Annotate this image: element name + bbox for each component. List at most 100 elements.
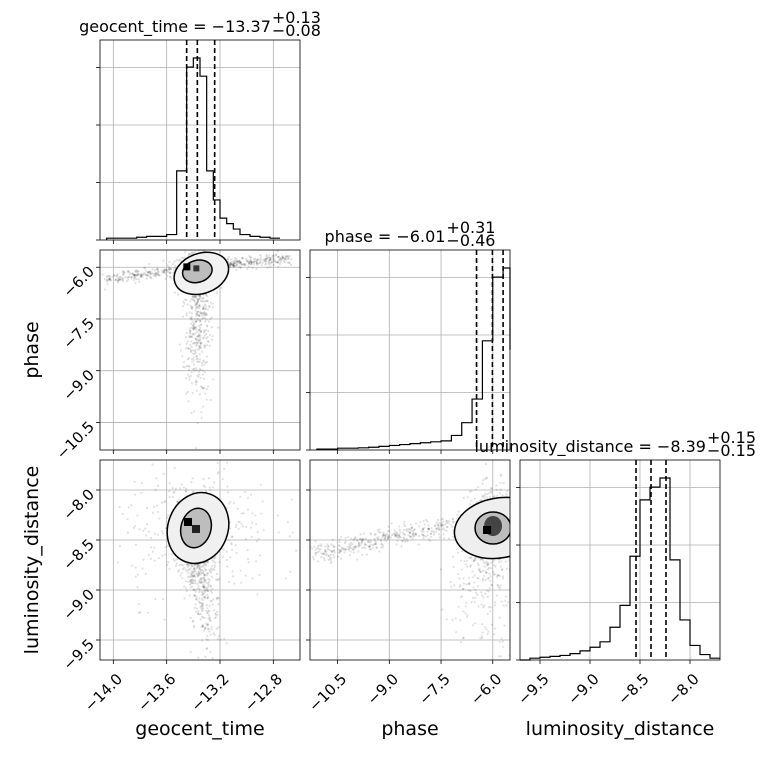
scatter-point xyxy=(166,264,169,267)
scatter-point xyxy=(521,589,523,591)
scatter-point xyxy=(114,278,118,281)
scatter-point xyxy=(201,387,205,390)
scatter-point xyxy=(484,570,487,573)
scatter-point xyxy=(195,302,199,305)
scatter-point xyxy=(196,299,199,302)
scatter-point xyxy=(354,545,357,548)
scatter-point xyxy=(480,634,483,638)
scatter-point xyxy=(198,346,201,349)
scatter-point xyxy=(194,304,197,307)
scatter-point xyxy=(206,612,209,615)
scatter-point xyxy=(121,270,124,273)
scatter-point xyxy=(195,303,198,306)
scatter-point xyxy=(189,331,192,334)
scatter-point xyxy=(198,373,201,376)
ytick-label-luminosity_distance: −9.0 xyxy=(60,585,98,623)
scatter-point xyxy=(228,262,231,265)
scatter-point xyxy=(284,257,287,260)
scatter-point xyxy=(440,524,443,527)
scatter-point xyxy=(198,345,201,349)
scatter-point xyxy=(470,556,473,559)
scatter-point xyxy=(139,273,143,277)
scatter-point xyxy=(513,577,515,579)
scatter-point xyxy=(192,299,196,302)
scatter-point xyxy=(208,568,211,571)
scatter-point xyxy=(414,532,417,535)
scatter-point xyxy=(154,488,157,491)
scatter-point xyxy=(195,597,198,601)
scatter-point xyxy=(495,488,498,492)
scatter-point xyxy=(364,547,367,550)
scatter-point xyxy=(320,552,323,555)
scatter-point xyxy=(395,543,398,546)
scatter-point xyxy=(368,545,371,548)
scatter-point xyxy=(340,535,343,539)
scatter-point xyxy=(198,303,201,306)
scatter-point xyxy=(191,323,194,327)
scatter-point xyxy=(103,278,106,281)
scatter-point xyxy=(198,393,201,396)
scatter-point xyxy=(146,270,149,274)
scatter-point xyxy=(264,259,267,262)
scatter-point xyxy=(198,332,201,336)
scatter-point xyxy=(501,568,504,571)
scatter-point xyxy=(195,328,198,331)
scatter-point xyxy=(366,540,369,543)
scatter-point xyxy=(192,358,195,362)
scatter-point xyxy=(218,577,221,580)
scatter-point xyxy=(199,341,202,344)
scatter-point xyxy=(473,600,477,604)
scatter-point xyxy=(268,263,271,266)
scatter-point xyxy=(193,588,196,592)
scatter-point xyxy=(190,481,193,484)
scatter-point xyxy=(479,571,482,574)
scatter-point xyxy=(272,255,276,258)
scatter-point xyxy=(152,505,156,509)
scatter-point xyxy=(332,553,335,557)
scatter-point xyxy=(268,256,271,259)
scatter-point xyxy=(118,278,121,281)
scatter-point xyxy=(173,260,176,263)
scatter-point xyxy=(375,543,378,546)
scatter-point xyxy=(447,520,451,523)
scatter-point xyxy=(354,545,357,548)
scatter-point xyxy=(471,624,474,627)
xtick-label-luminosity_distance: −8.0 xyxy=(664,670,702,708)
scatter-point xyxy=(202,591,205,594)
scatter-point xyxy=(201,364,204,367)
scatter-point xyxy=(472,559,476,563)
scatter-point xyxy=(152,274,156,277)
scatter-geocent_time-vs-luminosity_distance xyxy=(116,461,298,660)
scatter-point xyxy=(377,531,380,534)
scatter-point xyxy=(194,351,197,354)
scatter-point xyxy=(127,275,131,278)
scatter-point xyxy=(386,533,389,536)
scatter-point xyxy=(502,604,505,607)
scatter-point xyxy=(330,550,334,553)
scatter-point xyxy=(169,275,172,279)
scatter-point xyxy=(190,570,193,573)
scatter-point xyxy=(162,472,165,476)
scatter-point xyxy=(202,571,205,575)
scatter-point xyxy=(210,326,213,329)
scatter-point xyxy=(442,527,445,530)
scatter-point xyxy=(155,272,158,276)
scatter-point xyxy=(235,523,238,526)
scatter-point xyxy=(198,581,201,584)
scatter-point xyxy=(180,563,183,566)
scatter-point xyxy=(237,520,240,524)
scatter-point xyxy=(207,477,211,480)
scatter-point xyxy=(399,536,402,539)
scatter-point xyxy=(393,529,396,532)
scatter-point xyxy=(258,573,261,576)
scatter-point xyxy=(343,548,347,552)
scatter-point xyxy=(382,533,385,536)
scatter-point xyxy=(312,558,316,561)
scatter-point xyxy=(490,584,493,587)
scatter-point xyxy=(239,495,242,498)
scatter-point xyxy=(291,531,294,534)
scatter-point xyxy=(205,337,208,340)
scatter-point xyxy=(369,539,372,542)
scatter-point xyxy=(202,585,206,588)
scatter-point xyxy=(237,265,241,268)
